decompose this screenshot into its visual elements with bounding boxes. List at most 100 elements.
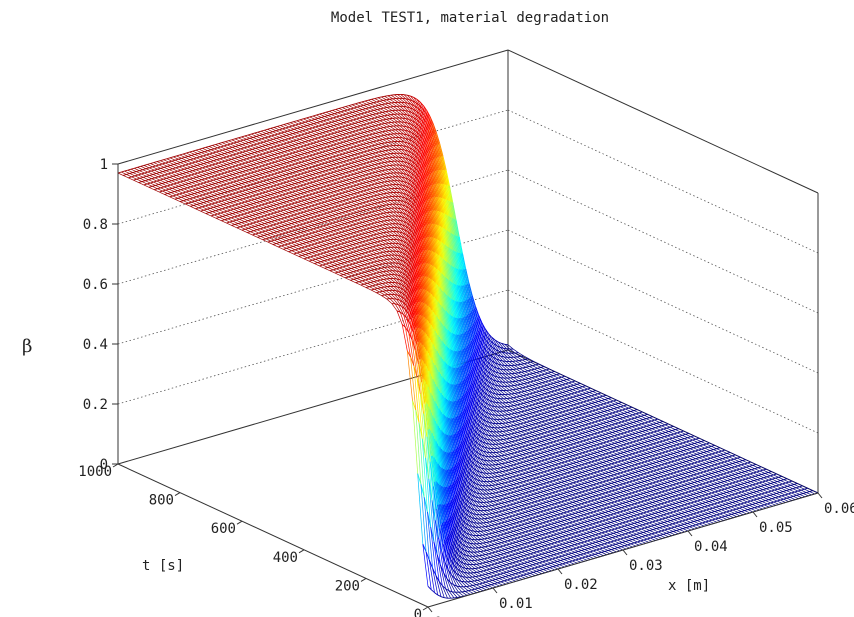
surface-line — [179, 173, 183, 175]
surface-line — [314, 137, 319, 140]
surface-line — [278, 159, 282, 162]
surface-line — [256, 162, 261, 164]
surface-line — [132, 171, 137, 173]
surface-line — [213, 159, 217, 162]
surface-line — [198, 186, 203, 189]
surface-line — [241, 174, 245, 177]
surface-line — [265, 151, 270, 154]
surface-line — [199, 155, 204, 158]
frame-edge — [507, 49, 819, 194]
surface-line — [133, 178, 137, 181]
surface-line — [276, 144, 281, 147]
surface-line — [207, 149, 212, 152]
surface-line — [297, 146, 301, 149]
surface-line — [335, 127, 339, 130]
surface-line — [293, 159, 297, 162]
surface-line — [383, 107, 388, 109]
surface-line — [348, 123, 352, 126]
surface-line — [331, 140, 335, 143]
surface-line — [270, 166, 274, 168]
surface-line — [533, 379, 538, 382]
surface-line — [345, 132, 350, 135]
surface-line — [157, 167, 161, 170]
surface-line — [379, 100, 384, 102]
surface-line — [253, 143, 258, 146]
surface-line — [542, 369, 547, 372]
surface-line — [318, 144, 322, 146]
surface-line — [272, 157, 277, 160]
surface-line — [263, 140, 267, 143]
surface-line — [290, 148, 295, 151]
surface-line — [379, 119, 384, 122]
surface-line — [320, 127, 325, 130]
surface-line — [267, 135, 272, 138]
surface-line — [194, 153, 199, 155]
surface-line — [187, 166, 191, 169]
surface-line — [148, 185, 153, 188]
surface-line — [294, 155, 298, 157]
surface-line — [141, 172, 145, 175]
surface-line — [322, 131, 326, 134]
surface-line — [364, 138, 369, 141]
surface-line — [234, 137, 239, 140]
surface-line — [321, 135, 325, 138]
surface-line — [271, 161, 276, 164]
surface-line — [313, 149, 318, 152]
surface-line — [296, 158, 300, 161]
surface-line — [358, 128, 363, 131]
surface-line — [156, 172, 160, 174]
surface-line — [380, 115, 385, 117]
surface-line — [547, 371, 552, 374]
surface-line — [160, 166, 165, 169]
surface-line — [309, 135, 313, 137]
surface-line — [358, 140, 362, 143]
surface-line — [324, 142, 329, 145]
surface-line — [170, 183, 174, 186]
surface-line — [263, 160, 267, 163]
surface-line — [222, 168, 226, 171]
surface-line — [520, 363, 525, 365]
surface-line — [228, 146, 233, 149]
surface-line — [217, 146, 221, 149]
surface-line — [211, 155, 215, 158]
surface-line — [215, 143, 219, 145]
surface-line — [245, 149, 250, 152]
surface-line — [280, 163, 284, 165]
surface-line — [299, 137, 304, 140]
surface-line — [329, 137, 334, 139]
surface-line — [362, 108, 366, 111]
surface-line — [235, 145, 239, 147]
surface-line — [306, 155, 310, 158]
surface-line — [319, 151, 323, 154]
surface-line — [292, 151, 296, 154]
surface-line — [165, 161, 169, 164]
surface-line — [143, 164, 148, 166]
surface-line — [267, 155, 272, 157]
surface-line — [267, 166, 271, 169]
surface-line — [312, 153, 317, 156]
surface-line — [372, 132, 376, 135]
surface-line — [209, 179, 214, 182]
surface-line — [287, 156, 292, 159]
surface-line — [163, 177, 167, 180]
surface-line — [117, 171, 122, 174]
surface-line — [330, 144, 334, 147]
surface-line — [354, 133, 358, 136]
surface-line — [265, 144, 269, 146]
surface-line — [146, 174, 150, 177]
surface-line — [284, 138, 289, 141]
surface-line — [332, 116, 337, 119]
surface-line — [169, 168, 173, 171]
surface-line — [344, 117, 349, 119]
surface-line — [341, 145, 346, 147]
surface-line — [172, 174, 177, 177]
surface-line — [220, 145, 225, 148]
surface-line — [211, 175, 215, 178]
surface-line — [302, 136, 307, 139]
surface-line — [202, 146, 206, 149]
surface-line — [270, 146, 274, 149]
surface-line — [271, 142, 276, 145]
surface-line — [170, 164, 174, 166]
surface-line — [145, 179, 149, 182]
surface-line — [255, 146, 260, 149]
